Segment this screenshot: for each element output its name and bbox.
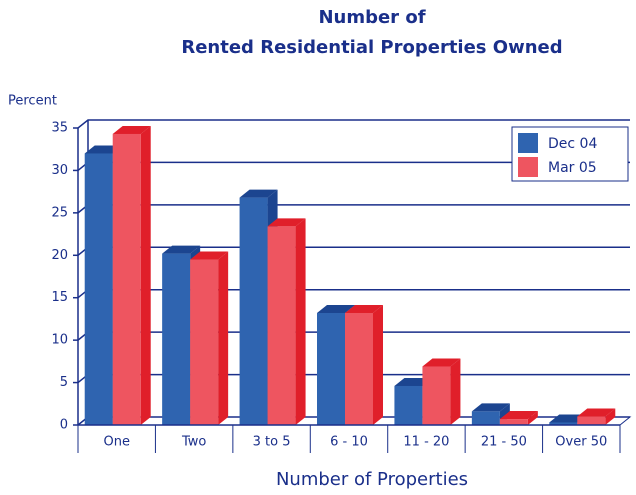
bar (267, 218, 306, 425)
x-tick-label: 3 to 5 (253, 435, 291, 450)
bar-top (190, 251, 229, 260)
bar-top (239, 189, 278, 198)
bar-top (162, 245, 201, 254)
bar-side (218, 251, 229, 425)
x-tick-label: One (103, 435, 129, 450)
bar-side (140, 125, 151, 425)
x-tick-label: Over 50 (555, 435, 607, 450)
bar-top (112, 125, 151, 134)
y-tick-label: 20 (51, 248, 68, 263)
bar-front (267, 226, 296, 425)
bar-top (499, 411, 538, 420)
y-tick-label: 15 (51, 290, 68, 305)
bar-top (345, 304, 383, 313)
chart-title: Number of (318, 7, 425, 28)
x-tick-label: 11 - 20 (403, 435, 449, 450)
bar (422, 358, 461, 425)
bar-top (317, 304, 355, 313)
bar (499, 411, 538, 425)
legend-label: Mar 05 (548, 160, 597, 176)
x-tick-label: Two (181, 435, 206, 450)
bar (345, 304, 383, 425)
bar (190, 251, 229, 425)
y-tick-label: 25 (51, 205, 68, 220)
bar-top (577, 408, 616, 417)
grid-line (77, 119, 630, 129)
chart-title: Rented Residential Properties Owned (181, 37, 562, 58)
y-tick-label: 30 (51, 163, 68, 178)
bar-front (499, 419, 528, 425)
bar-side (295, 218, 306, 425)
bar (471, 403, 510, 425)
bar (577, 408, 616, 425)
bar-front (549, 422, 578, 425)
bar-top (267, 218, 306, 227)
bar-front (577, 416, 606, 425)
bar (112, 125, 151, 425)
bar-front (345, 312, 373, 425)
bar-side (373, 304, 383, 425)
bar-front (190, 259, 219, 425)
bar-front (84, 153, 113, 425)
grid-line (77, 246, 630, 256)
bar-top (471, 403, 510, 412)
legend-label: Dec 04 (548, 136, 597, 152)
y-tick-label: 0 (60, 418, 68, 433)
x-axis-label: Number of Properties (276, 469, 468, 490)
bar-top (422, 358, 461, 367)
grid-line (77, 204, 630, 214)
bar-side (605, 408, 616, 425)
x-tick-label: 21 - 50 (481, 435, 527, 450)
bar-side (527, 411, 538, 425)
bar-front (112, 133, 141, 425)
y-tick-label: 35 (51, 121, 68, 136)
bar-front (239, 197, 268, 425)
y-axis-label: Percent (8, 94, 57, 109)
bar-front (394, 385, 423, 425)
legend-swatch (518, 133, 538, 153)
bar-front (162, 253, 191, 425)
bar-front (471, 411, 500, 425)
y-tick-label: 10 (51, 333, 68, 348)
y-tick-label: 5 (60, 375, 68, 390)
bar-front (422, 366, 451, 425)
bar-front (317, 312, 345, 425)
bar-side (450, 358, 461, 425)
legend-swatch (518, 157, 538, 177)
x-tick-label: 6 - 10 (330, 435, 368, 450)
grid-line (77, 288, 630, 299)
